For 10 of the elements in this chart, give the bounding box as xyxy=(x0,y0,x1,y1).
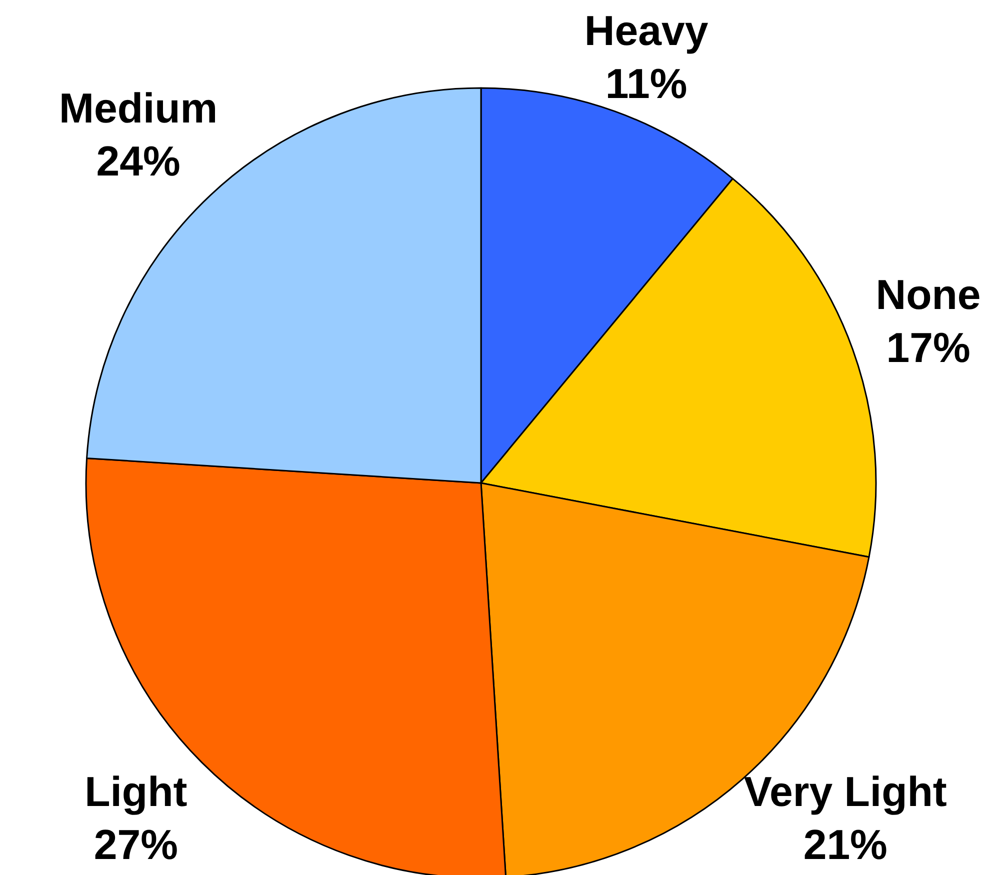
slice-label: Medium xyxy=(58,84,218,132)
slice-label: Very Light xyxy=(744,768,947,815)
data-label: 11% xyxy=(605,60,688,107)
data-label: 24% xyxy=(96,138,180,185)
data-label: 27% xyxy=(94,821,178,868)
slice-label: Heavy xyxy=(584,7,709,54)
slice-label: None xyxy=(876,271,981,318)
data-label: 17% xyxy=(886,324,970,372)
data-label: 21% xyxy=(803,821,888,868)
slice-label: Light xyxy=(84,768,188,815)
